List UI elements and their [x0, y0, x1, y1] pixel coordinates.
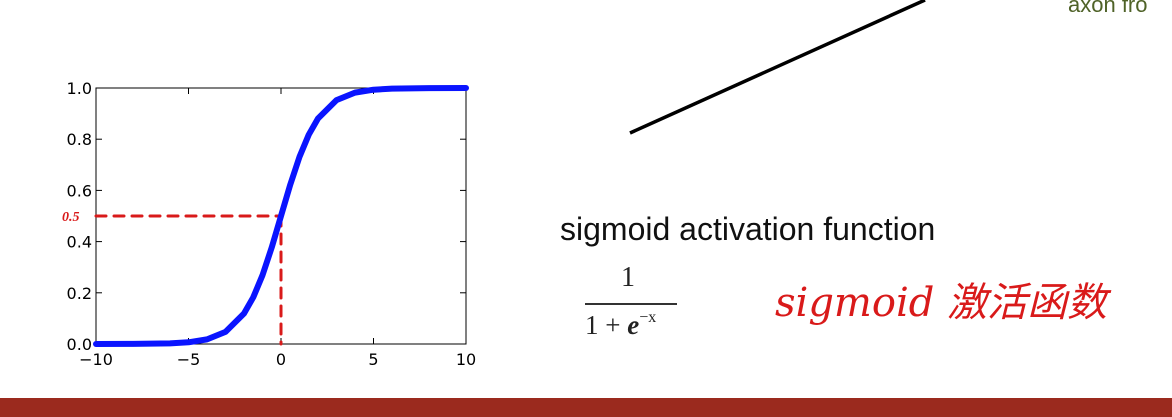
sigmoid-curve [93, 85, 469, 347]
annotations [94, 214, 283, 346]
x-tick-label: 5 [368, 350, 378, 369]
annotation-value-label: 0.5 [62, 210, 80, 225]
formula-numerator: 1 [621, 262, 635, 293]
y-tick-label: 0.6 [67, 181, 92, 200]
y-tick-label: 1.0 [67, 79, 92, 98]
x-tick-label: 10 [456, 350, 476, 369]
activation-function-label: sigmoid activation function [560, 211, 936, 247]
x-axis-ticks: −10 −5 0 5 10 [79, 88, 476, 369]
formula-exponent: −x [639, 309, 657, 326]
axon-line [629, 0, 926, 135]
handwritten-note: sigmoid 激活函数 [775, 280, 1112, 326]
formula-denominator-base: 1 + [585, 310, 628, 340]
formula-denominator: 1 + e−x [585, 309, 656, 341]
x-tick-label: 0 [276, 350, 286, 369]
x-tick-label: −5 [177, 350, 201, 369]
y-tick-label: 0.4 [67, 233, 92, 252]
y-tick-label: 0.0 [67, 335, 92, 354]
formula-e: e [627, 310, 640, 340]
slide-bottom-bar [0, 398, 1172, 417]
y-tick-label: 0.2 [67, 284, 92, 303]
y-tick-label: 0.8 [67, 130, 92, 149]
corner-text: axon fro [1068, 0, 1148, 17]
x-tick-label: −10 [79, 350, 113, 369]
formula-fraction-bar [585, 303, 677, 305]
